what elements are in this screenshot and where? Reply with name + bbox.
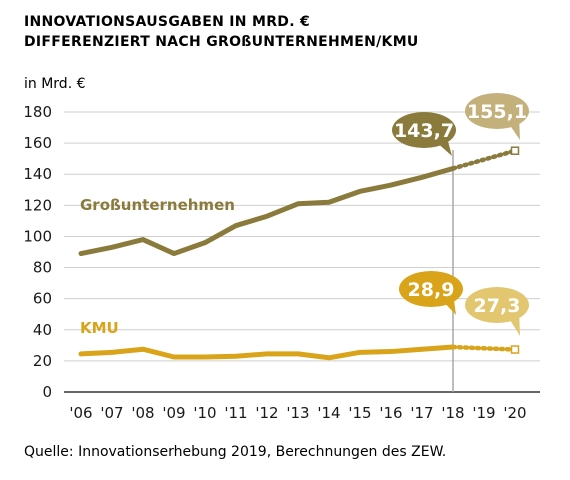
y-tick-label: 140 — [23, 165, 52, 183]
callout-value: 27,3 — [474, 295, 521, 317]
x-tick-label: '14 — [317, 404, 340, 422]
x-tick-label: '20 — [503, 404, 526, 422]
x-tick-label: '19 — [472, 404, 495, 422]
x-tick-label: '16 — [379, 404, 402, 422]
x-tick-label: '11 — [224, 404, 247, 422]
y-tick-label: 180 — [23, 103, 52, 121]
x-tick-label: '12 — [255, 404, 278, 422]
series-label-kmu: KMU — [80, 319, 119, 337]
chart-title-line-2: DIFFERENZIERT NACH GROßUNTERNEHMEN/KMU — [24, 34, 419, 50]
forecast-line-grossunternehmen — [450, 148, 518, 171]
value-callout: 143,7 — [392, 112, 456, 156]
y-tick-label: 120 — [23, 196, 52, 214]
value-bubbles: 143,7 155,1 28,9 27,3 — [392, 93, 529, 336]
y-tick-label: 160 — [23, 134, 52, 152]
x-tick-label: '08 — [131, 404, 154, 422]
y-tick-label: 100 — [23, 227, 52, 245]
callout-bubble — [465, 287, 529, 323]
y-tick-label: 40 — [33, 321, 52, 339]
grid-lines — [64, 111, 540, 393]
x-tick-label: '10 — [193, 404, 216, 422]
y-tick-label: 80 — [33, 259, 52, 277]
y-tick-label: 20 — [33, 352, 52, 370]
callout-value: 155,1 — [467, 101, 527, 123]
y-tick-label: 0 — [42, 383, 52, 401]
callout-value: 28,9 — [408, 279, 455, 301]
x-tick-label: '06 — [69, 404, 92, 422]
series-line-grossunternehmen — [78, 165, 456, 257]
chart-title-line-1: INNOVATIONSAUSGABEN IN MRD. € — [24, 14, 310, 30]
y-axis-unit-label: in Mrd. € — [24, 76, 86, 92]
callout-bubble — [392, 112, 456, 148]
value-callout: 27,3 — [465, 287, 529, 336]
callout-bubble — [399, 271, 463, 307]
y-axis-ticks: 0 20 40 60 80 100 120 140 160 180 — [23, 103, 52, 401]
value-callout: 155,1 — [465, 93, 529, 140]
x-tick-label: '07 — [100, 404, 123, 422]
source-note: Quelle: Innovationserhebung 2019, Berech… — [24, 444, 446, 460]
callout-bubble — [465, 93, 529, 129]
forecast-line-kmu — [450, 344, 518, 352]
series-line-kmu — [78, 344, 456, 361]
x-tick-label: '09 — [162, 404, 185, 422]
x-tick-label: '17 — [410, 404, 433, 422]
x-tick-label: '15 — [348, 404, 371, 422]
x-tick-label: '13 — [286, 404, 309, 422]
x-axis-ticks: '06 '07 '08 '09 '10 '11 '12 '13 '14 '15 '16 '17 '18 '… — [69, 404, 526, 422]
series-label-grossunternehmen: Großunternehmen — [80, 196, 235, 214]
forecast-point-kmu — [510, 345, 520, 354]
value-callout: 28,9 — [399, 271, 463, 315]
series-lines — [78, 146, 520, 361]
y-tick-label: 60 — [33, 290, 52, 308]
x-tick-label: '18 — [441, 404, 464, 422]
forecast-point-grossunternehmen — [510, 146, 520, 155]
callout-value: 143,7 — [394, 120, 454, 142]
